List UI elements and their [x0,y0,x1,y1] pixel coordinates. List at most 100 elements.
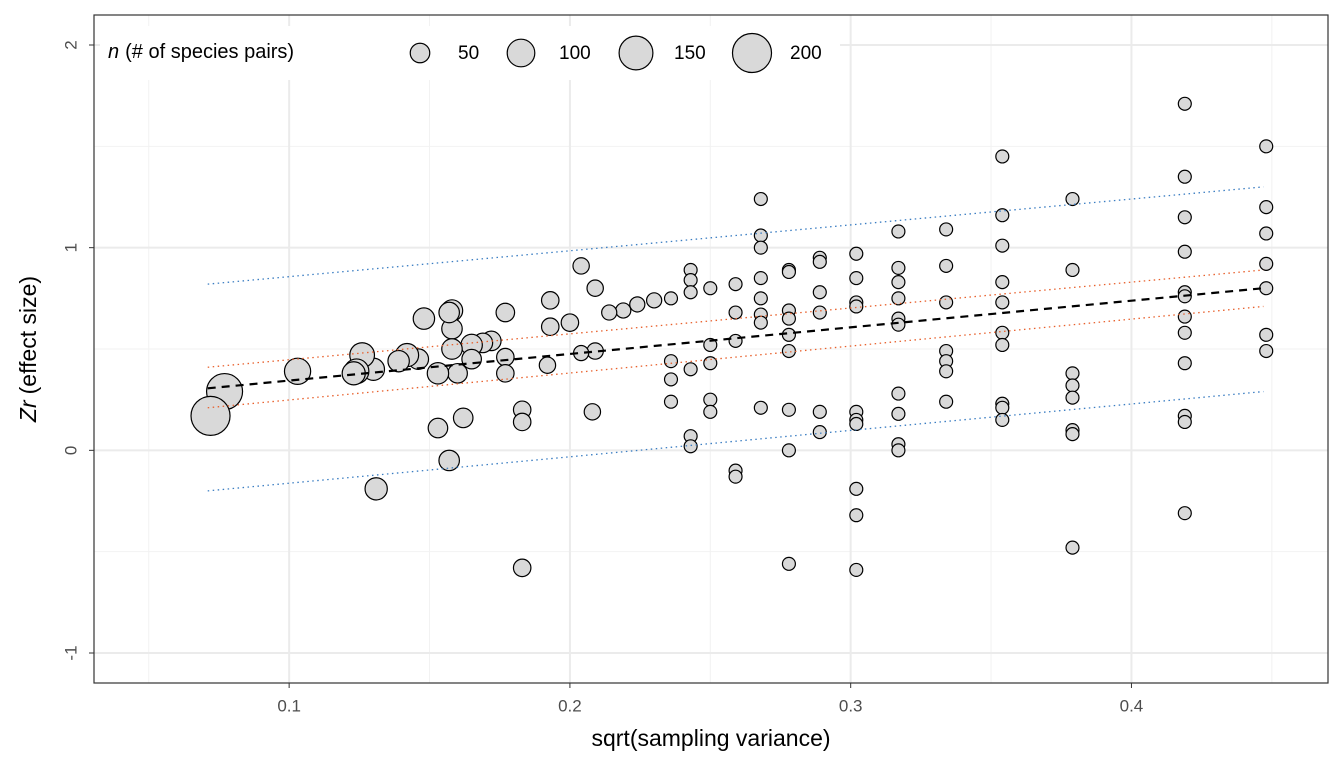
point [753,315,768,330]
point [615,302,632,319]
point [891,443,906,458]
point [995,208,1010,223]
point [753,270,768,286]
point [1065,427,1080,442]
y-axis-symbol: Zr [15,399,41,423]
fit-line [207,186,1264,285]
point [891,275,906,290]
point [703,337,718,353]
point [728,333,743,348]
point [1177,414,1192,430]
point [496,363,515,383]
point [512,558,532,578]
point [447,362,468,384]
point [939,222,954,237]
plot-area: 0.1 0.2 0.3 0.4 -1 0 1 2 n (# of species pairs) 50… [61,14,1329,715]
point [728,469,743,484]
y-axis-rest: (effect size) [15,276,41,394]
point [1259,281,1274,296]
point [812,404,827,419]
point [703,281,718,296]
point [939,364,954,379]
point [1177,169,1192,184]
point [703,404,718,419]
point [1177,309,1192,324]
point [812,254,827,269]
point [1259,256,1274,271]
point [891,406,906,421]
point [663,394,679,409]
point [645,292,663,309]
point [891,260,906,276]
point [1259,343,1274,359]
point [849,270,864,286]
point [939,258,954,273]
x-tick-label: 0.3 [839,696,863,715]
y-tick-label: 2 [61,40,80,49]
point [1259,200,1274,215]
point [703,356,718,371]
point [781,327,796,342]
point [1065,191,1080,207]
point [995,400,1010,415]
point [1065,262,1080,278]
point [441,338,463,360]
point [540,291,560,310]
point [995,238,1010,253]
y-tick-label: 0 [61,446,80,455]
point [995,412,1010,428]
legend-background [100,26,840,80]
point [849,508,864,523]
legend-label: 100 [559,43,591,64]
point [683,362,698,377]
fit-line [207,390,1264,492]
legend: n (# of species pairs) 50 100 150 200 [100,26,840,80]
point [583,403,602,421]
point [891,317,906,332]
point [753,291,768,306]
point [663,354,679,369]
point [812,305,827,320]
legend-key [409,42,431,64]
point [703,392,718,407]
legend-label: 50 [458,43,479,64]
point [586,279,604,297]
legend-key [731,32,773,74]
legend-label: 150 [674,43,706,64]
point [438,449,461,472]
legend-title: n (# of species pairs) [108,41,294,63]
point [891,224,906,239]
point [538,356,557,374]
fit-line [207,269,1264,368]
point [461,348,482,370]
point [1259,226,1274,241]
point [812,285,827,300]
point [849,562,864,577]
point [995,295,1010,310]
point [495,302,516,323]
point [781,402,796,417]
x-tick-label: 0.1 [277,696,301,715]
point [995,337,1010,353]
point [1177,506,1192,521]
point [1177,244,1192,259]
point [995,325,1010,340]
point [939,295,954,310]
legend-title-rest: (# of species pairs) [125,41,294,63]
point [572,257,590,275]
point [364,477,388,501]
legend-title-symbol: n [108,41,119,63]
point [1177,210,1192,225]
panel-border [93,14,1329,684]
point [1065,366,1080,381]
legend-label: 200 [790,43,822,64]
point [753,228,768,243]
point [540,317,560,337]
point [283,357,312,385]
y-axis-title: Zr (effect size) [15,276,41,423]
point [1177,356,1192,371]
point [412,307,436,330]
point [891,386,906,401]
point [849,246,864,261]
